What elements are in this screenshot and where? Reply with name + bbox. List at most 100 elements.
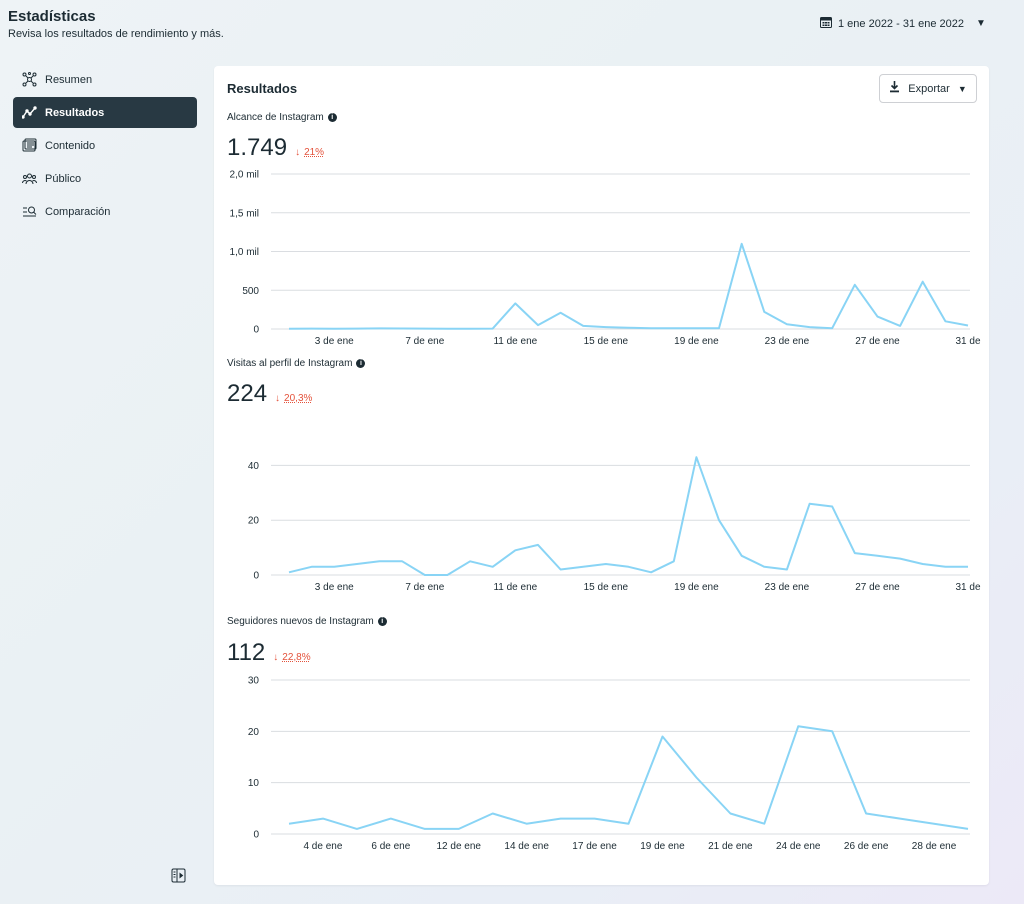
data-point[interactable] xyxy=(966,827,970,831)
data-point[interactable] xyxy=(921,562,925,566)
data-point[interactable] xyxy=(660,734,664,738)
data-point[interactable] xyxy=(491,565,495,569)
data-point[interactable] xyxy=(378,326,382,330)
metric-change-value[interactable]: 20,3% xyxy=(284,393,313,404)
data-point[interactable] xyxy=(932,822,936,826)
sidebar-item-comparacion[interactable]: Comparación xyxy=(13,196,197,227)
data-point[interactable] xyxy=(525,822,529,826)
data-point[interactable] xyxy=(627,565,631,569)
data-point[interactable] xyxy=(378,559,382,563)
data-point[interactable] xyxy=(423,327,427,331)
data-point[interactable] xyxy=(762,822,766,826)
data-point[interactable] xyxy=(332,327,336,331)
data-point[interactable] xyxy=(864,811,868,815)
data-point[interactable] xyxy=(785,322,789,326)
data-point[interactable] xyxy=(559,311,563,315)
data-point[interactable] xyxy=(310,565,314,569)
data-point[interactable] xyxy=(740,242,744,246)
data-point[interactable] xyxy=(604,562,608,566)
data-point[interactable] xyxy=(875,315,879,319)
data-point[interactable] xyxy=(943,319,947,323)
metric-change-value[interactable]: 21% xyxy=(304,147,325,158)
data-point[interactable] xyxy=(966,324,970,328)
data-point[interactable] xyxy=(468,559,472,563)
data-point[interactable] xyxy=(321,817,325,821)
info-icon[interactable]: i xyxy=(377,617,387,626)
data-point[interactable] xyxy=(796,724,800,728)
export-button[interactable]: Exportar ▼ xyxy=(879,74,977,103)
data-point[interactable] xyxy=(717,518,721,522)
data-point[interactable] xyxy=(445,573,449,577)
data-point[interactable] xyxy=(649,326,653,330)
data-point[interactable] xyxy=(943,565,947,569)
data-point[interactable] xyxy=(604,325,608,329)
data-point[interactable] xyxy=(898,324,902,328)
data-point[interactable] xyxy=(536,323,540,327)
data-point[interactable] xyxy=(785,568,789,572)
metric-change-value[interactable]: 22,8% xyxy=(282,652,311,663)
data-point[interactable] xyxy=(287,327,291,331)
data-point[interactable] xyxy=(491,811,495,815)
info-icon[interactable]: i xyxy=(327,113,337,122)
data-point[interactable] xyxy=(808,502,812,506)
data-point[interactable] xyxy=(717,326,721,330)
data-point[interactable] xyxy=(400,326,404,330)
data-point[interactable] xyxy=(672,559,676,563)
collapse-sidebar-icon[interactable] xyxy=(171,868,187,884)
data-point[interactable] xyxy=(310,327,314,331)
data-point[interactable] xyxy=(830,729,834,733)
data-point[interactable] xyxy=(898,557,902,561)
data-point[interactable] xyxy=(468,327,472,331)
data-point[interactable] xyxy=(649,570,653,574)
data-point[interactable] xyxy=(672,326,676,330)
data-point[interactable] xyxy=(966,565,970,569)
series-line[interactable] xyxy=(288,725,969,830)
data-point[interactable] xyxy=(287,570,291,574)
data-point[interactable] xyxy=(627,822,631,826)
data-point[interactable] xyxy=(898,817,902,821)
data-point[interactable] xyxy=(627,326,631,330)
data-point[interactable] xyxy=(332,565,336,569)
data-point[interactable] xyxy=(355,562,359,566)
sidebar-item-contenido[interactable]: Contenido xyxy=(13,130,197,161)
data-point[interactable] xyxy=(400,559,404,563)
data-point[interactable] xyxy=(740,554,744,558)
data-point[interactable] xyxy=(762,310,766,314)
data-point[interactable] xyxy=(830,505,834,509)
sidebar-item-publico[interactable]: Público xyxy=(13,163,197,194)
data-point[interactable] xyxy=(287,822,291,826)
data-point[interactable] xyxy=(694,326,698,330)
data-point[interactable] xyxy=(355,327,359,331)
data-point[interactable] xyxy=(513,548,517,552)
data-point[interactable] xyxy=(694,776,698,780)
sidebar-item-resultados[interactable]: Resultados xyxy=(13,97,197,128)
data-point[interactable] xyxy=(355,827,359,831)
data-point[interactable] xyxy=(762,565,766,569)
sidebar-item-resumen[interactable]: Resumen xyxy=(13,64,197,95)
data-point[interactable] xyxy=(559,568,563,572)
data-point[interactable] xyxy=(921,280,925,284)
date-range-picker[interactable]: 1 ene 2022 - 31 ene 2022 ▼ xyxy=(820,16,986,31)
data-point[interactable] xyxy=(457,827,461,831)
data-point[interactable] xyxy=(445,327,449,331)
data-point[interactable] xyxy=(808,325,812,329)
data-point[interactable] xyxy=(853,551,857,555)
series-line[interactable] xyxy=(288,456,968,576)
data-point[interactable] xyxy=(389,817,393,821)
data-point[interactable] xyxy=(694,455,698,459)
data-point[interactable] xyxy=(423,573,427,577)
data-point[interactable] xyxy=(581,565,585,569)
data-point[interactable] xyxy=(536,543,540,547)
data-point[interactable] xyxy=(559,817,563,821)
data-point[interactable] xyxy=(423,827,427,831)
data-point[interactable] xyxy=(875,554,879,558)
info-icon[interactable]: i xyxy=(356,359,366,368)
data-point[interactable] xyxy=(728,811,732,815)
data-point[interactable] xyxy=(513,301,517,305)
data-point[interactable] xyxy=(593,817,597,821)
data-point[interactable] xyxy=(491,327,495,331)
series-line[interactable] xyxy=(288,242,969,330)
data-point[interactable] xyxy=(581,324,585,328)
data-point[interactable] xyxy=(830,326,834,330)
data-point[interactable] xyxy=(853,283,857,287)
